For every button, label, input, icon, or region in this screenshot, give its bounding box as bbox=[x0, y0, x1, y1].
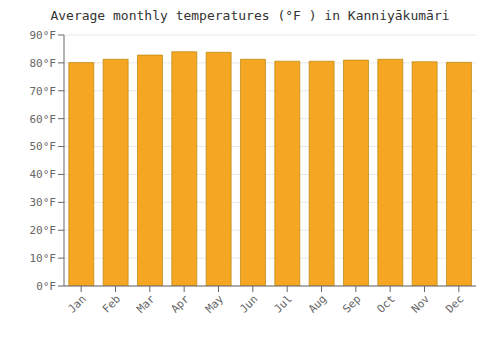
svg-text:0°F: 0°F bbox=[36, 280, 56, 293]
svg-text:70°F: 70°F bbox=[30, 85, 57, 98]
svg-text:20°F: 20°F bbox=[30, 224, 57, 237]
svg-text:Jul: Jul bbox=[272, 292, 295, 315]
svg-text:30°F: 30°F bbox=[30, 196, 57, 209]
svg-text:60°F: 60°F bbox=[30, 113, 57, 126]
svg-text:80°F: 80°F bbox=[30, 57, 57, 70]
svg-text:May: May bbox=[203, 292, 227, 316]
svg-text:Nov: Nov bbox=[409, 292, 433, 316]
svg-text:Mar: Mar bbox=[134, 292, 158, 316]
svg-text:Apr: Apr bbox=[169, 292, 193, 316]
svg-text:Aug: Aug bbox=[306, 292, 329, 315]
svg-text:Oct: Oct bbox=[375, 292, 398, 315]
svg-text:90°F: 90°F bbox=[30, 29, 57, 42]
svg-text:50°F: 50°F bbox=[30, 140, 57, 153]
svg-text:Jun: Jun bbox=[237, 292, 260, 315]
svg-text:10°F: 10°F bbox=[30, 252, 57, 265]
svg-text:Feb: Feb bbox=[100, 292, 123, 315]
svg-text:Sep: Sep bbox=[340, 292, 363, 315]
html-text:Average monthly temperatures (: Average monthly temperatures (°F ) in Ka… bbox=[50, 8, 450, 23]
svg-text:Jan: Jan bbox=[66, 292, 89, 315]
svg-text:Dec: Dec bbox=[443, 292, 466, 315]
svg-text:40°F: 40°F bbox=[30, 168, 57, 181]
